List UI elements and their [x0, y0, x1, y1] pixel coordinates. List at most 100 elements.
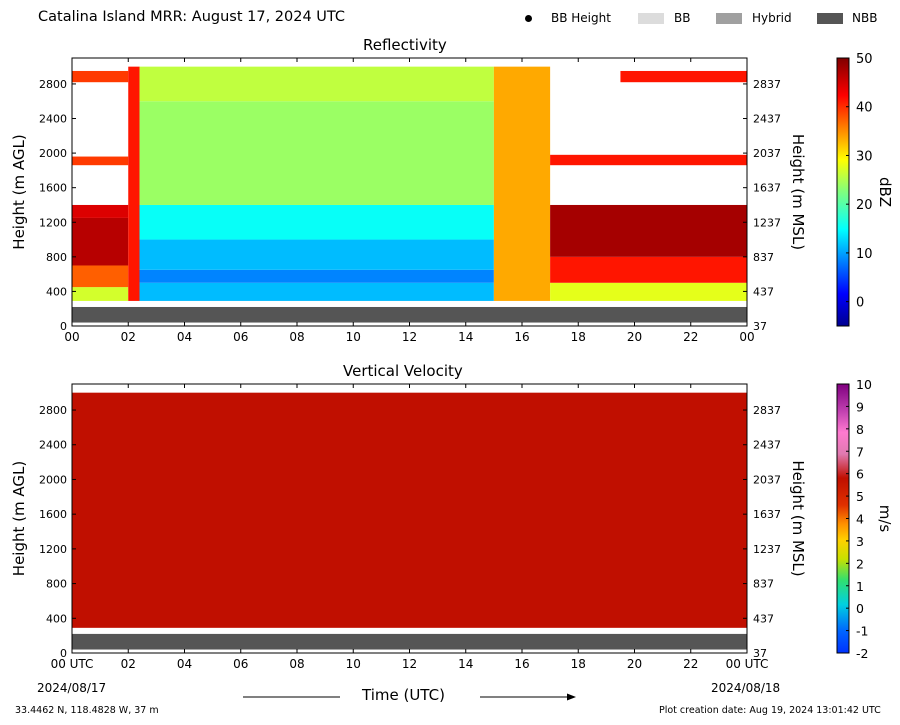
colorbar-tick-label: 5 [856, 489, 864, 504]
reflectivity-panel: 00 02 04 06 08 10 12 14 16 18 20 22 0004008001200160… [10, 57, 807, 344]
colorbar-tick-label: 2 [856, 556, 864, 571]
heatmap-cell [72, 392, 747, 628]
y2-tick-label: 2437 [753, 439, 781, 452]
y2-tick-label: 2837 [753, 404, 781, 417]
y-tick-label: 400 [46, 285, 67, 298]
colorbar-tick-label: 0 [856, 601, 864, 616]
y-axis-label: Height (m AGL) [10, 134, 28, 249]
y-tick-label: 1200 [39, 543, 67, 556]
legend-nbb-swatch [817, 13, 843, 24]
x-tick-label: 08 [289, 330, 304, 344]
x-tick-label: 04 [177, 657, 192, 671]
x-tick-label: 12 [402, 657, 417, 671]
x-tick-label: 06 [233, 330, 248, 344]
y2-tick-label: 37 [753, 320, 767, 333]
colorbar-tick-label: 20 [856, 198, 873, 213]
x-tick-label: 06 [233, 657, 248, 671]
end-date: 2024/08/18 [711, 681, 781, 695]
plot-creation-date: Plot creation date: Aug 19, 2024 13:01:4… [659, 705, 881, 716]
y-tick-label: 1600 [39, 182, 67, 195]
velocity-panel: 00 UTC 02 04 06 08 10 12 14 16 18 20 22 00 UTC040080… [10, 383, 807, 671]
x-tick-label: 16 [514, 330, 529, 344]
x-axis-label: Time (UTC) [362, 686, 445, 704]
y2-tick-label: 1237 [753, 216, 781, 229]
plot-title: Catalina Island MRR: August 17, 2024 UTC [38, 9, 346, 25]
y2-axis-label: Height (m MSL) [789, 460, 807, 576]
heatmap-cell [139, 282, 494, 301]
y2-tick-label: 2837 [753, 78, 781, 91]
heatmap-cell [128, 66, 140, 301]
colorbar-tick-label: 3 [856, 534, 864, 549]
heatmap-cell [72, 156, 129, 166]
reflectivity-title: Reflectivity [363, 36, 447, 54]
colorbar-tick-label: 1 [856, 579, 864, 594]
legend-hybrid-swatch [716, 13, 742, 24]
x-tick-label: 00 UTC [726, 657, 769, 671]
colorbar-label: m/s [876, 505, 894, 533]
legend-hybrid-label: Hybrid [752, 11, 792, 25]
y2-axis-label: Height (m MSL) [789, 134, 807, 250]
y-tick-label: 800 [46, 578, 67, 591]
x-tick-label: 18 [571, 657, 586, 671]
y2-tick-label: 2037 [753, 147, 781, 160]
velocity-colorbar: -2 -1 0 1 2 3 4 5 6 7 8 9 10 m/s [836, 377, 894, 661]
heatmap-cell [72, 70, 129, 83]
y-tick-label: 0 [60, 320, 67, 333]
x-tick-label: 02 [121, 330, 136, 344]
x-tick-label: 08 [289, 657, 304, 671]
y-tick-label: 2400 [39, 439, 67, 452]
x-tick-label: 16 [514, 657, 529, 671]
legend-nbb-label: NBB [852, 11, 878, 25]
x-tick-label: 00 [64, 330, 79, 344]
colorbar-tick-label: 30 [856, 149, 873, 164]
y2-tick-label: 1637 [753, 182, 781, 195]
y-tick-label: 800 [46, 251, 67, 264]
y-tick-label: 2000 [39, 473, 67, 486]
heatmap-cell [72, 204, 129, 218]
legend-bb-swatch [638, 13, 664, 24]
x-tick-label: 20 [627, 657, 642, 671]
y2-tick-label: 1637 [753, 508, 781, 521]
colorbar-tick-label: -2 [856, 646, 868, 661]
heatmap-cell [493, 66, 551, 301]
y-tick-label: 2400 [39, 113, 67, 126]
legend-bb-label: BB [674, 11, 691, 25]
colorbar-tick-label: 40 [856, 101, 873, 116]
x-tick-label: 02 [121, 657, 136, 671]
heatmap-cell [139, 239, 494, 270]
x-tick-label: 04 [177, 330, 192, 344]
y-tick-label: 2800 [39, 78, 67, 91]
colorbar-gradient [836, 57, 850, 327]
y-tick-label: 1200 [39, 216, 67, 229]
nbb-bar [72, 633, 747, 650]
y2-tick-label: 837 [753, 251, 774, 264]
heatmap-cell [139, 66, 494, 102]
reflectivity-colorbar: 0 10 20 30 40 50 dBZ [836, 52, 894, 327]
y2-tick-label: 437 [753, 285, 774, 298]
colorbar-tick-label: 9 [856, 399, 864, 414]
colorbar-tick-label: 7 [856, 444, 864, 459]
time-axis-arrowhead [567, 693, 576, 701]
heatmap-cell [620, 70, 747, 83]
colorbar-tick-label: 10 [856, 247, 873, 262]
heatmap-cell [550, 154, 747, 166]
x-tick-label: 18 [571, 330, 586, 344]
colorbar-tick-label: -1 [856, 624, 868, 639]
colorbar-tick-label: 8 [856, 422, 864, 437]
x-tick-label: 14 [458, 330, 473, 344]
velocity-title: Vertical Velocity [343, 362, 463, 380]
y-tick-label: 1600 [39, 508, 67, 521]
x-tick-label: 00 UTC [51, 657, 94, 671]
x-tick-label: 00 [739, 330, 754, 344]
heatmap-cell [139, 101, 494, 205]
x-tick-label: 10 [346, 330, 361, 344]
heatmap-cell [550, 256, 747, 283]
y-tick-label: 400 [46, 612, 67, 625]
colorbar-tick-label: 50 [856, 52, 873, 67]
heatmap-cell [550, 282, 747, 301]
x-tick-label: 12 [402, 330, 417, 344]
station-location: 33.4462 N, 118.4828 W, 37 m [15, 705, 159, 716]
y2-tick-label: 837 [753, 578, 774, 591]
y2-tick-label: 437 [753, 612, 774, 625]
y-tick-label: 2000 [39, 147, 67, 160]
